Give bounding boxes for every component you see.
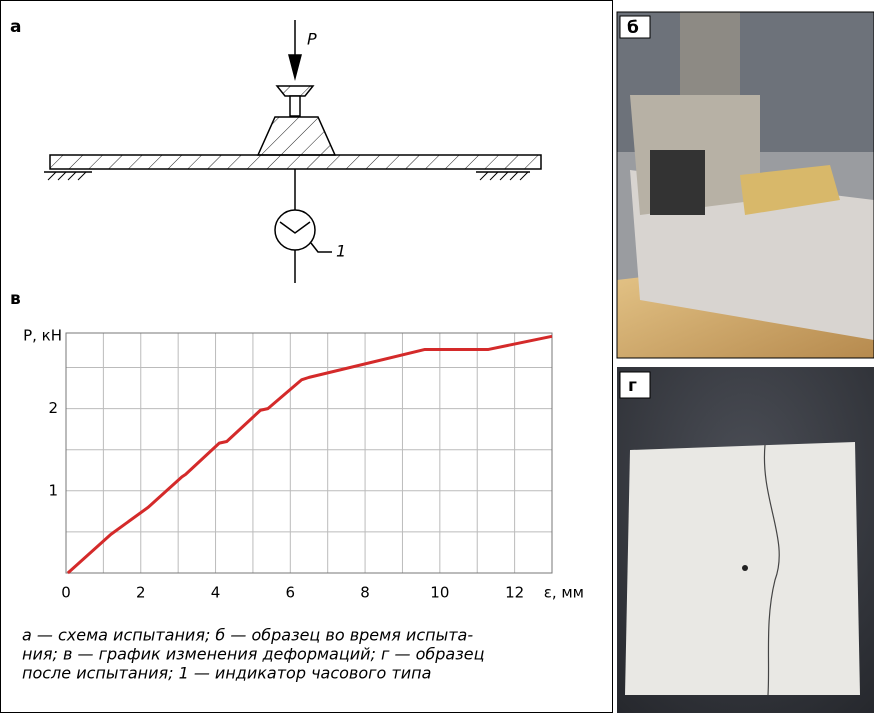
- schematic: [44, 20, 541, 283]
- plot-frame: [66, 333, 552, 573]
- x-tick-label: 12: [505, 584, 524, 602]
- y-tick-label: 2: [48, 399, 58, 417]
- y-axis-label: P, кН: [23, 327, 62, 345]
- panel-label: г: [628, 376, 637, 396]
- panel-label: а: [10, 17, 21, 37]
- indicator-label: 1: [336, 242, 346, 261]
- panel-label: в: [10, 289, 21, 309]
- x-tick-label: 2: [136, 584, 146, 602]
- x-axis-label: ε, мм: [544, 584, 584, 602]
- left-frame: [1, 1, 613, 713]
- panel-label: б: [627, 18, 639, 38]
- photo-b: [617, 12, 874, 358]
- force-label: P: [307, 30, 317, 49]
- y-tick-label: 1: [48, 481, 58, 499]
- page: а в P 1 02468101212P, кНε, мм а — схема …: [0, 0, 874, 713]
- caption-line: а — схема испытания; б — образец во врем…: [22, 626, 473, 645]
- x-tick-label: 0: [61, 584, 71, 602]
- figure: а в P 1 02468101212P, кНε, мм а — схема …: [0, 0, 874, 713]
- x-tick-label: 6: [286, 584, 296, 602]
- x-tick-label: 4: [211, 584, 221, 602]
- x-tick-label: 8: [360, 584, 370, 602]
- caption-line: после испытания; 1 — индикатор часового …: [22, 664, 431, 683]
- photo-g: [617, 367, 874, 713]
- caption-line: ния; в — график изменения деформаций; г …: [22, 645, 485, 664]
- x-tick-label: 10: [430, 584, 449, 602]
